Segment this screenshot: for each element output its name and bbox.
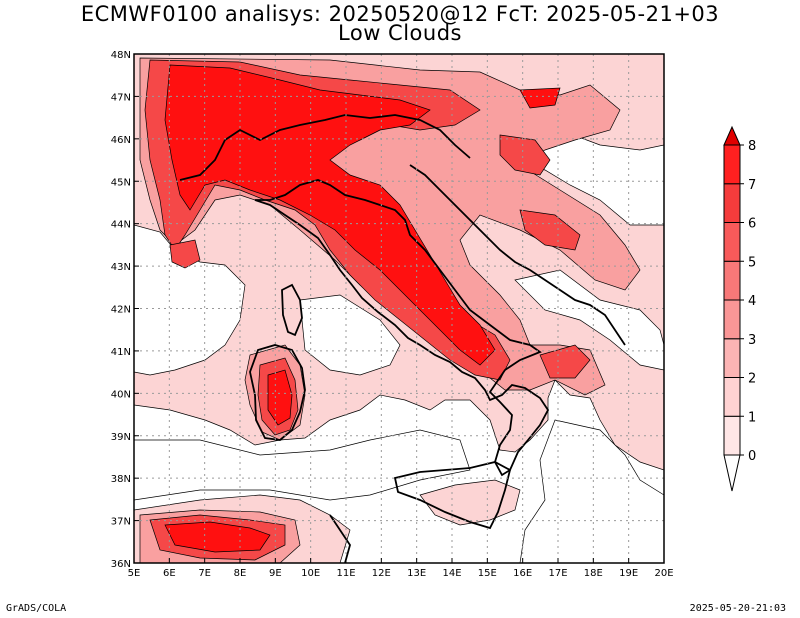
lon-tick-label: 12E [372,568,391,579]
lat-tick-label: 38N [111,474,131,485]
colorbar-segment [723,222,741,262]
colorbar-segment [723,144,741,185]
lon-tick-label: 13E [407,568,426,579]
clear-area-tyrrhenian [299,294,401,376]
figure-subtitle: Low Clouds [338,21,462,45]
italy-coastline [254,179,550,477]
corsica-coastline [281,283,303,337]
colorbar: 0 1 2 3 4 5 6 7 8 [723,125,756,492]
cloud-area-dense-balkan [519,209,581,251]
colorbar-label: 7 [748,178,756,193]
colorbar-label: 2 [748,372,756,387]
lat-tick-label: 46N [111,135,131,146]
colorbar-extend-low [723,454,741,492]
cloud-field [134,54,664,563]
lat-tick-label: 42N [111,305,131,316]
lat-tick-label: 43N [111,262,131,273]
lon-tick-label: 8E [234,568,247,579]
lat-tick-label: 45N [111,177,131,188]
cloud-area-core-south [164,521,271,553]
sicily-coastline [393,461,512,530]
lat-tick-label: 44N [111,220,131,231]
lat-tick-label: 40N [111,389,131,400]
lon-tick-label: 5E [128,568,141,579]
lon-tick-label: 10E [301,568,320,579]
lon-tick-label: 15E [478,568,497,579]
clear-area-ionian [519,419,664,563]
lon-tick-label: 19E [619,568,638,579]
grid-lines [134,54,664,563]
colorbar-label: 5 [748,255,756,270]
cloud-area-dense-east [499,134,551,176]
colorbar-label: 8 [748,139,756,154]
lon-tick-label: 7E [198,568,211,579]
colorbar-segment [723,183,741,223]
sardinia-coastline [249,344,306,441]
lat-tick-label: 41N [111,347,131,358]
colorbar-label: 1 [748,410,756,425]
lon-tick-label: 14E [442,568,461,579]
figure-title: ECMWF0100 analisys: 20250520@12 FcT: 202… [80,2,720,26]
lat-tick-label: 39N [111,432,131,443]
colorbar-segment [723,260,741,301]
lat-axis: 36N 37N 38N 39N 40N 41N 42N 43N 44N 45N 46N 47N 48N [111,50,139,570]
lon-tick-label: 17E [548,568,567,579]
lon-axis: 5E 6E 7E 8E 9E 10E 11E 12E 13E 14E 15E 16E 17E 18E 19E… [128,558,674,579]
colorbar-extend-high [723,125,741,146]
footer-credit: GrADS/COLA [6,603,67,614]
coastlines [179,114,626,563]
colorbar-label: 3 [748,333,756,348]
lon-tick-label: 20E [654,568,673,579]
colorbar-label: 4 [748,294,756,309]
lat-tick-label: 48N [111,50,131,61]
lat-tick-label: 36N [111,559,131,570]
colorbar-segment [723,299,741,340]
africa-coastline [329,514,351,563]
lat-tick-label: 37N [111,517,131,528]
cloud-area-dense-albania [539,344,591,379]
clear-area-med [134,429,471,501]
cloud-area-dense-corsica [169,239,201,269]
lon-tick-label: 6E [163,568,176,579]
alps-border [179,114,471,181]
lon-tick-label: 18E [584,568,603,579]
cloud-area-core-sardinia [267,369,293,426]
lon-tick-label: 11E [336,568,355,579]
cloud-area-core-east [519,87,561,109]
colorbar-segment [723,415,741,456]
cloud-area-light-sicily [419,479,521,526]
colorbar-label: 6 [748,217,756,232]
colorbar-segment [723,377,741,417]
lat-tick-label: 47N [111,92,131,103]
colorbar-label: 0 [748,449,756,464]
footer-timestamp: 2025-05-20-21:03 [689,603,786,614]
colorbar-segment [723,338,741,378]
lon-tick-label: 16E [513,568,532,579]
lon-tick-label: 9E [269,568,282,579]
